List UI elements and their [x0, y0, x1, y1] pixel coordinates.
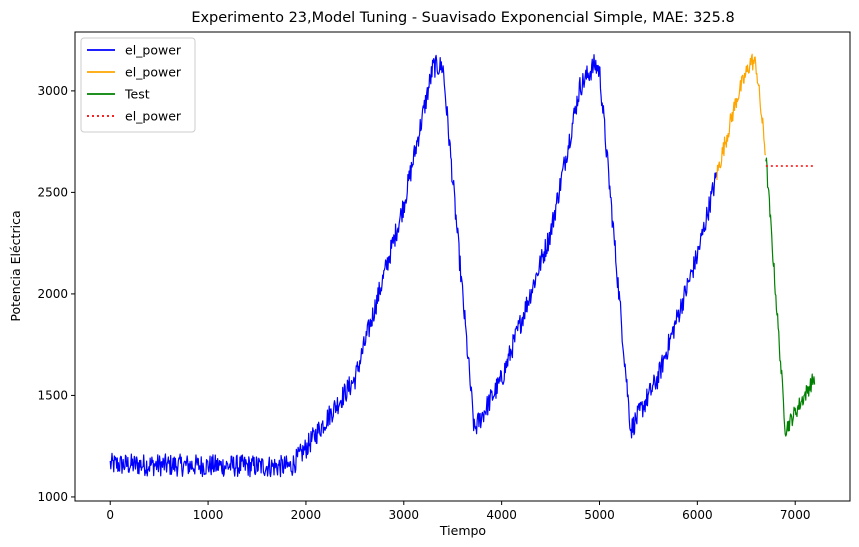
y-tick-label: 1500 — [37, 388, 68, 402]
x-tick-label: 1000 — [193, 508, 224, 522]
y-tick-label: 3000 — [37, 84, 68, 98]
series-line-2 — [716, 53, 767, 180]
y-axis-label: Potencia Eléctrica — [8, 210, 23, 321]
legend-box — [80, 37, 196, 133]
legend-label: el_power — [125, 109, 182, 124]
chart-title: Experimento 23,Model Tuning - Suavisado … — [191, 10, 734, 26]
y-axis: 1000 1500 2000 2500 3000 — [37, 84, 75, 504]
x-tick-label: 6000 — [682, 508, 713, 522]
x-axis: 0 1000 2000 3000 4000 5000 6000 7000 — [106, 501, 810, 522]
x-tick-label: 4000 — [486, 508, 517, 522]
x-tick-label: 2000 — [291, 508, 322, 522]
series-line-3 — [765, 157, 816, 437]
series-layer — [109, 53, 816, 478]
y-tick-label: 2500 — [37, 185, 68, 199]
legend: el_power el_power Test el_power — [80, 37, 196, 133]
x-tick-label: 0 — [106, 508, 114, 522]
y-tick-label: 1000 — [37, 490, 68, 504]
x-tick-label: 7000 — [780, 508, 811, 522]
y-tick-label: 2000 — [37, 287, 68, 301]
plot-frame — [74, 31, 851, 502]
x-axis-label: Tiempo — [439, 523, 486, 538]
legend-label: el_power — [125, 65, 182, 80]
x-tick-label: 5000 — [584, 508, 615, 522]
legend-label: el_power — [125, 43, 182, 58]
series-line-1 — [109, 54, 718, 478]
x-tick-label: 3000 — [389, 508, 420, 522]
legend-label: Test — [124, 87, 150, 102]
